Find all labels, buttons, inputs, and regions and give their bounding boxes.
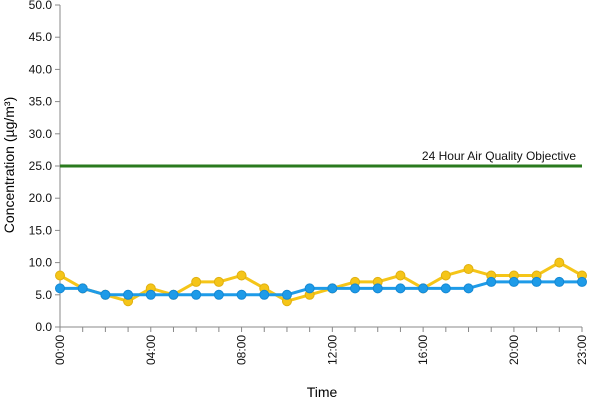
data-point [554,276,565,287]
y-tick-label: 50.0 [29,0,53,12]
series-2 [55,276,587,300]
y-tick-label: 20.0 [29,191,53,205]
data-point [440,270,451,281]
x-tick-label: 12:00 [325,335,339,365]
data-point [508,276,519,287]
data-point [440,283,451,294]
data-point [168,289,179,300]
data-point [191,289,202,300]
x-tick-label: 20:00 [507,335,521,365]
y-tick-label: 10.0 [29,256,53,270]
data-point [418,283,429,294]
data-point [486,276,497,287]
y-tick-label: 25.0 [29,159,53,173]
data-point [281,289,292,300]
data-point [395,270,406,281]
y-tick-label: 30.0 [29,127,53,141]
x-tick-label: 04:00 [144,335,158,365]
data-point [463,283,474,294]
reference-line-label: 24 Hour Air Quality Objective [422,149,576,163]
series-group [55,257,587,307]
data-point [350,283,361,294]
x-axis-title: Time [307,384,338,400]
data-point [327,283,338,294]
data-point [145,289,156,300]
x-tick-label: 08:00 [235,335,249,365]
data-point [123,289,134,300]
data-point [259,289,270,300]
data-point [372,283,383,294]
data-point [55,283,65,294]
data-point [213,289,224,300]
data-point [554,257,565,268]
data-point [304,283,315,294]
y-tick-label: 15.0 [29,223,53,237]
data-point [55,270,65,281]
x-tick-label: 23:00 [575,335,589,365]
data-point [236,289,247,300]
y-tick-label: 45.0 [29,30,53,44]
data-point [191,276,202,287]
data-point [577,276,587,287]
data-point [236,270,247,281]
axes: 0.0 5.0 10.0 15.0 20.0 25.0 30.0 35.0 40.0 45.0 50… [29,0,589,365]
data-point [463,264,474,275]
y-tick-label: 40.0 [29,62,53,76]
reference-line-group: 24 Hour Air Quality Objective [60,149,582,168]
y-axis-title: Concentration (µg/m³) [1,97,17,233]
data-point [531,276,542,287]
data-point [100,289,111,300]
data-point [395,283,406,294]
x-tick-label: 00:00 [53,335,67,365]
x-tick-label: 16:00 [416,335,430,365]
data-point [213,276,224,287]
y-tick-label: 5.0 [35,288,52,302]
y-tick-label: 0.0 [35,320,52,334]
y-tick-label: 35.0 [29,95,53,109]
data-point [77,283,88,294]
